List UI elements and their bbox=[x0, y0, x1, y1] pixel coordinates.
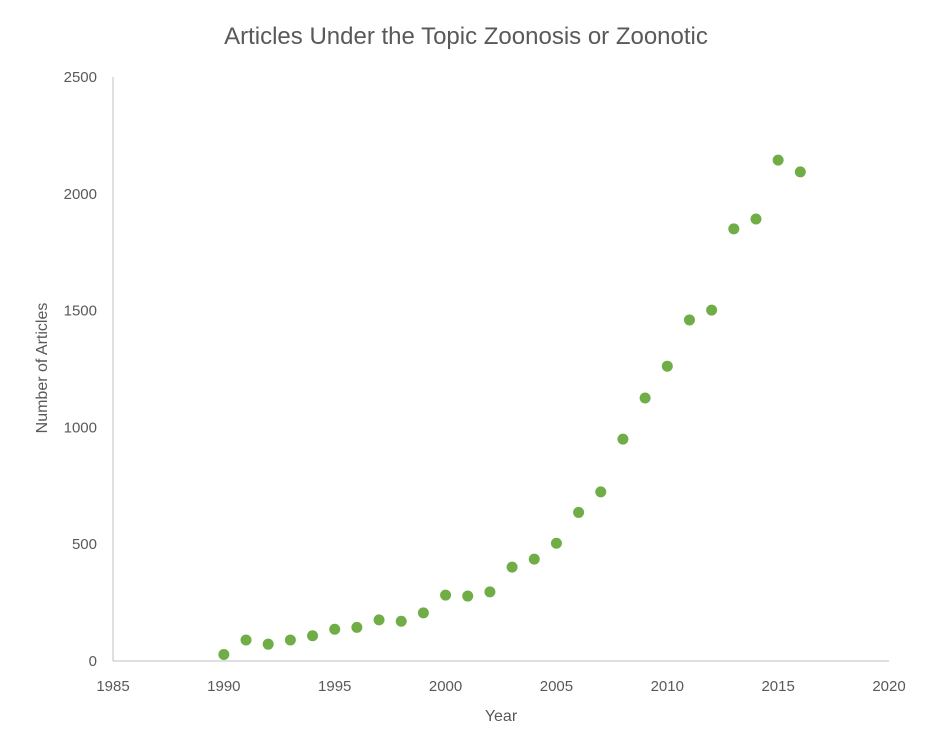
data-point bbox=[706, 304, 718, 316]
y-tick-label: 1000 bbox=[64, 419, 97, 436]
y-tick-labels: 0 500 1000 1500 2000 2500 bbox=[64, 69, 97, 670]
x-axis-title: Year bbox=[485, 708, 518, 725]
x-tick-label: 1985 bbox=[96, 678, 129, 695]
data-point bbox=[595, 486, 607, 498]
data-point bbox=[661, 360, 673, 372]
data-point bbox=[683, 314, 695, 326]
data-point bbox=[262, 638, 274, 650]
y-tick-label: 0 bbox=[89, 653, 97, 670]
x-tick-label: 2020 bbox=[872, 678, 905, 695]
data-point bbox=[284, 634, 296, 646]
data-point bbox=[750, 213, 762, 225]
data-point bbox=[617, 433, 629, 445]
x-tick-label: 2005 bbox=[540, 678, 573, 695]
data-point bbox=[329, 623, 341, 635]
data-point bbox=[528, 553, 540, 565]
chart-title: Articles Under the Topic Zoonosis or Zoo… bbox=[224, 23, 708, 50]
y-tick-label: 1500 bbox=[64, 303, 97, 320]
data-point bbox=[573, 506, 585, 518]
x-tick-label: 2010 bbox=[651, 678, 684, 695]
data-point bbox=[639, 392, 651, 404]
x-tick-label: 1990 bbox=[207, 678, 240, 695]
data-point bbox=[728, 223, 740, 235]
x-tick-label: 2000 bbox=[429, 678, 462, 695]
x-tick-labels: 1985 1990 1995 2000 2005 2010 2015 2020 bbox=[96, 678, 905, 695]
y-tick-label: 2500 bbox=[64, 69, 97, 86]
data-point bbox=[373, 614, 385, 626]
x-tick-label: 2015 bbox=[761, 678, 794, 695]
data-point bbox=[218, 648, 230, 660]
data-point bbox=[794, 166, 806, 178]
data-point bbox=[417, 607, 429, 619]
data-point bbox=[772, 154, 784, 166]
data-point bbox=[462, 590, 474, 602]
data-points bbox=[218, 154, 806, 660]
data-point bbox=[550, 537, 562, 549]
data-point bbox=[240, 634, 252, 646]
y-axis-title: Number of Articles bbox=[34, 303, 51, 434]
data-point bbox=[351, 621, 363, 633]
x-tick-label: 1995 bbox=[318, 678, 351, 695]
data-point bbox=[440, 589, 452, 601]
y-tick-label: 500 bbox=[72, 536, 97, 553]
data-point bbox=[395, 615, 407, 627]
data-point bbox=[484, 586, 496, 598]
data-point bbox=[307, 630, 319, 642]
data-point bbox=[506, 561, 518, 573]
y-tick-label: 2000 bbox=[64, 186, 97, 203]
